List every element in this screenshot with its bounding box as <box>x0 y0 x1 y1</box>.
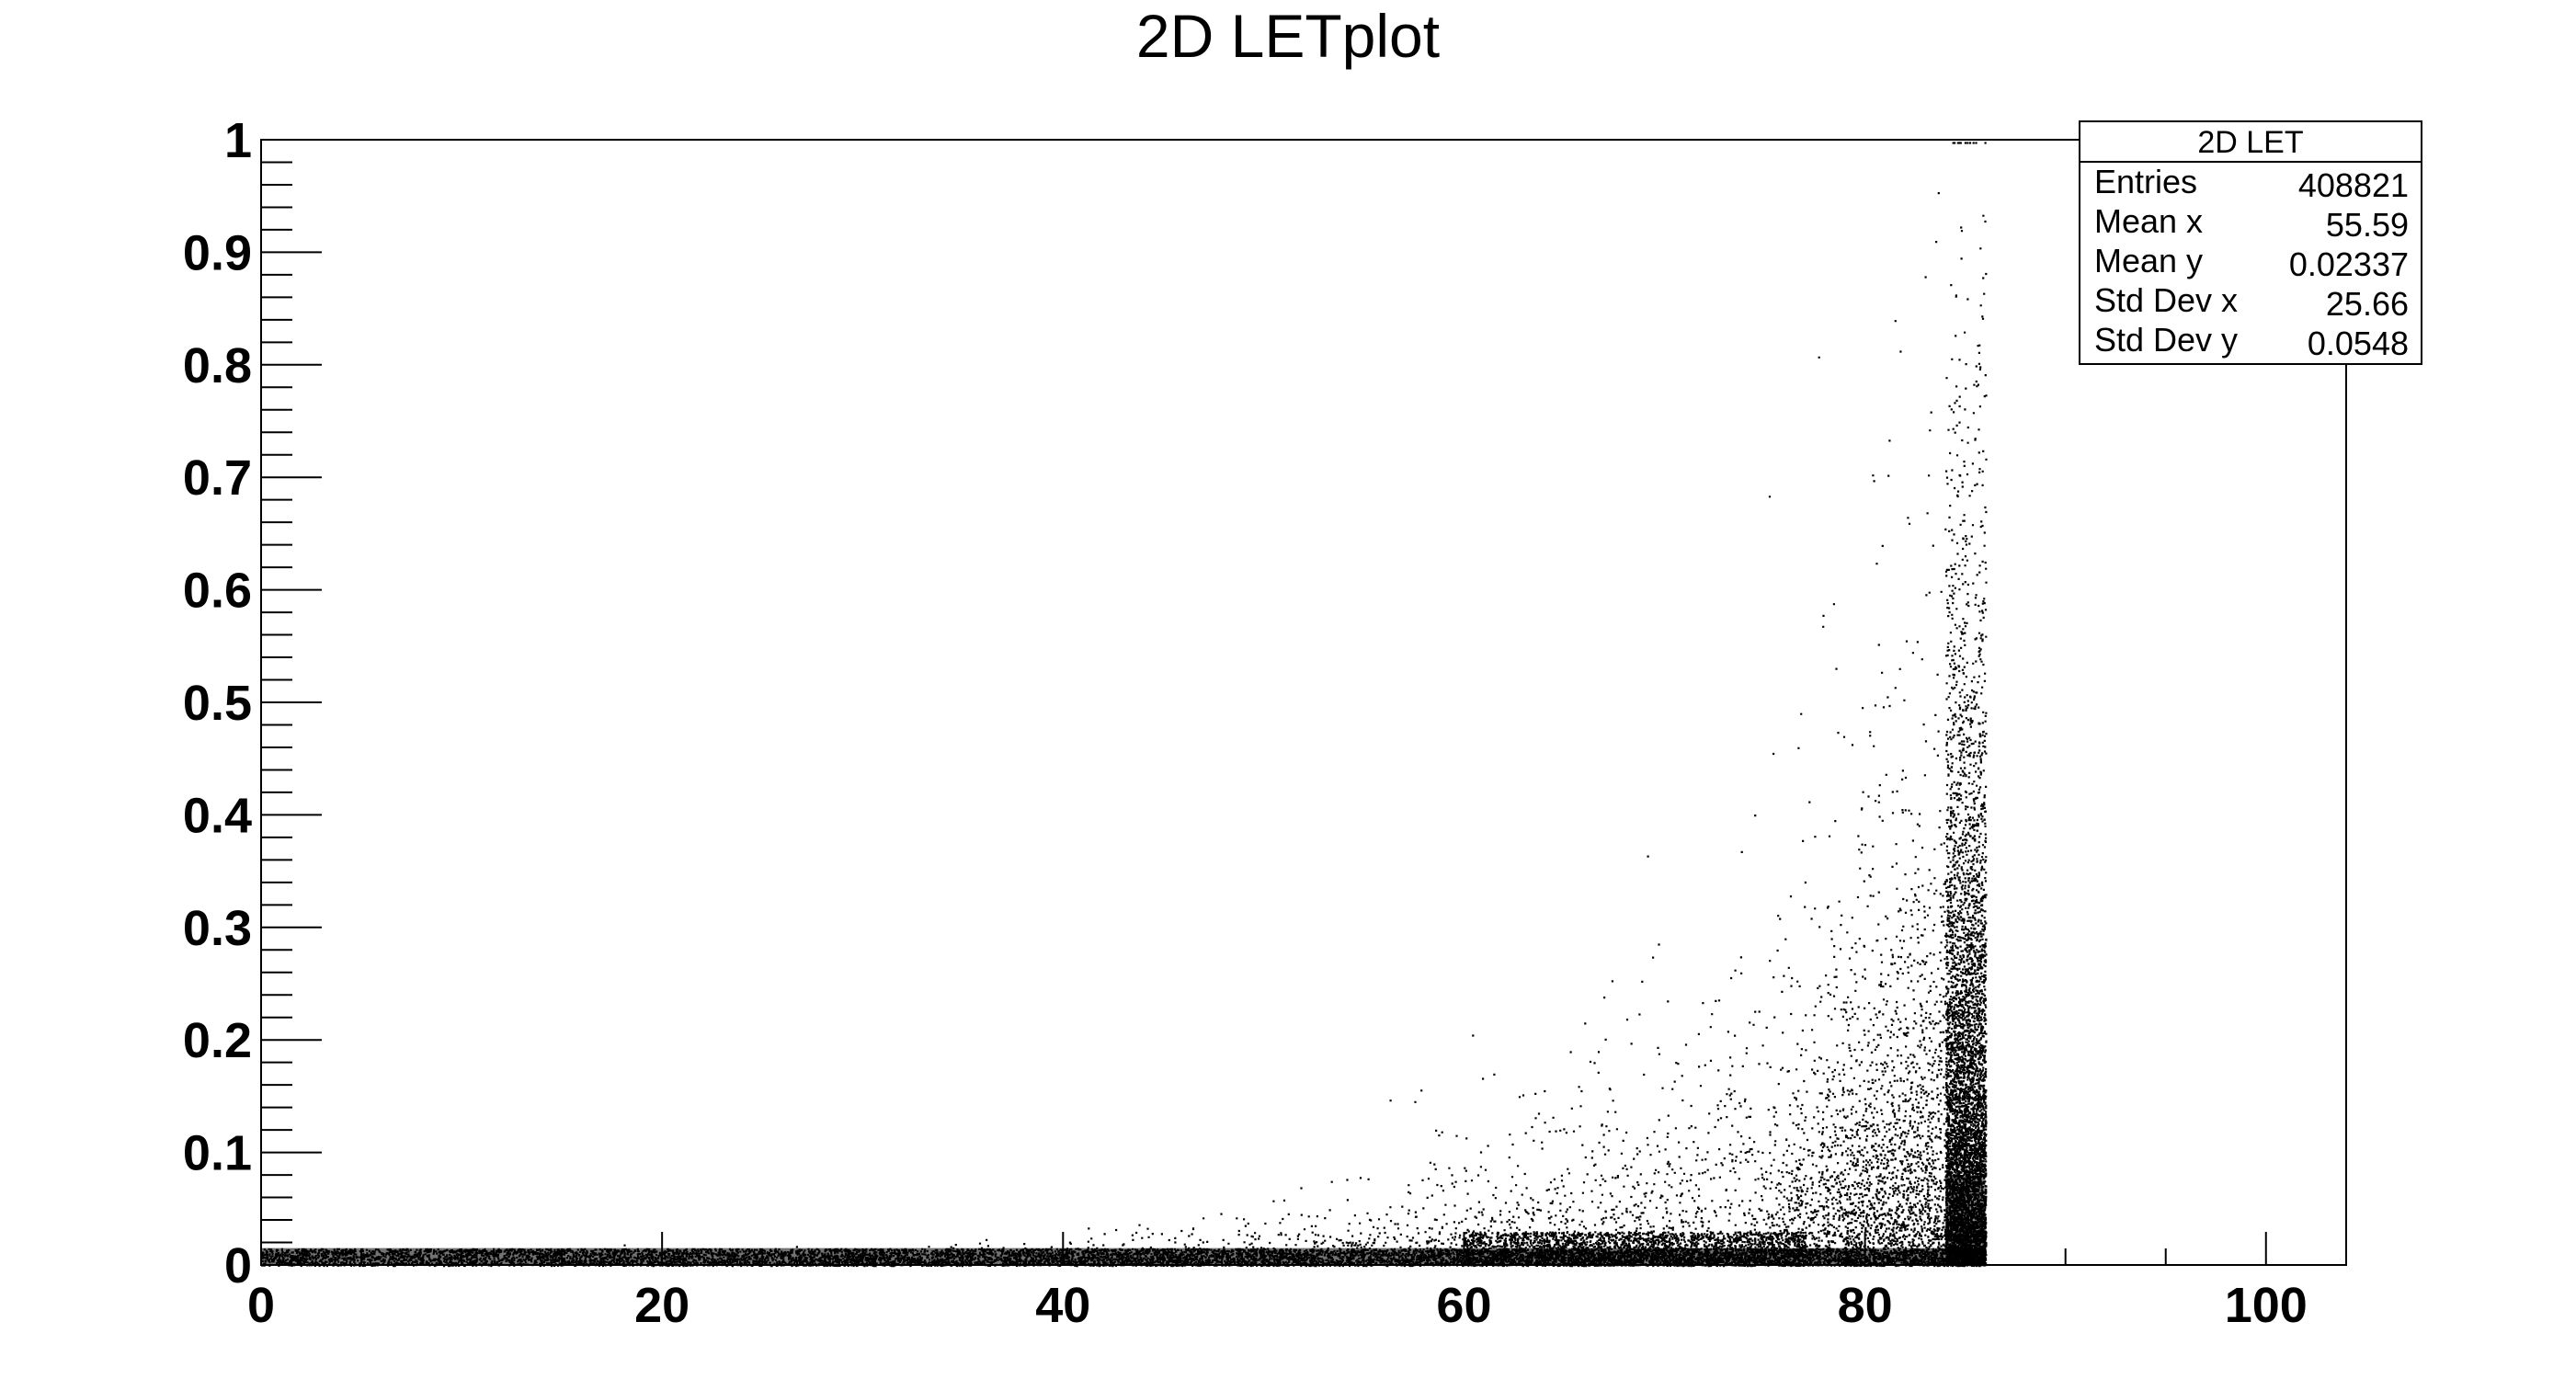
scatter-point-cloud <box>261 142 1988 1268</box>
stats-box-name: 2D LET <box>2197 125 2303 160</box>
stats-label: Entries <box>2094 163 2197 200</box>
y-tick-label: 0.9 <box>183 225 252 280</box>
dense-band <box>261 1248 1986 1265</box>
x-tick-label: 20 <box>634 1278 690 1333</box>
x-tick-label: 80 <box>1838 1278 1893 1333</box>
x-axis: 0 20 40 60 80 100 <box>247 1232 2308 1333</box>
y-tick-label: 0.6 <box>183 564 252 619</box>
stats-label: Mean x <box>2094 202 2203 240</box>
y-tick-label: 0.5 <box>183 676 252 731</box>
y-tick-label: 0 <box>224 1238 252 1293</box>
y-tick-label: 0.4 <box>183 788 252 843</box>
stats-value: 408821 <box>2298 166 2409 204</box>
x-tick-label: 40 <box>1035 1278 1090 1333</box>
stats-value: 55.59 <box>2326 206 2409 244</box>
y-tick-label: 0.8 <box>183 338 252 393</box>
stats-box: 2D LET Entries 408821 Mean x 55.59 Mean y 0.0… <box>2079 120 2422 365</box>
stats-value: 0.02337 <box>2289 245 2409 283</box>
plot-frame <box>260 139 2347 1266</box>
stats-label: Mean y <box>2094 242 2203 279</box>
x-tick-label: 60 <box>1436 1278 1491 1333</box>
x-tick-label: 0 <box>247 1278 275 1333</box>
stats-label: Std Dev y <box>2094 321 2238 359</box>
y-tick-label: 0.2 <box>183 1013 252 1068</box>
stats-value: 25.66 <box>2326 285 2409 323</box>
stats-rows: Entries 408821 Mean x 55.59 Mean y 0.02337 Std… <box>2094 163 2409 362</box>
stats-label: Std Dev x <box>2094 281 2238 319</box>
chart-title: 2D LETplot <box>1136 2 1440 70</box>
y-tick-label: 0.3 <box>183 901 252 956</box>
y-tick-label: 0.7 <box>183 450 252 506</box>
stats-value: 0.0548 <box>2308 325 2409 362</box>
x-tick-label: 100 <box>2225 1278 2308 1333</box>
y-axis: 0 0.1 0.2 0.3 0.4 0.5 0.6 0.7 0.8 0.9 1 <box>183 113 322 1293</box>
scatter-points <box>261 142 1988 1268</box>
y-tick-label: 0.1 <box>183 1126 252 1181</box>
y-tick-label: 1 <box>224 113 252 168</box>
